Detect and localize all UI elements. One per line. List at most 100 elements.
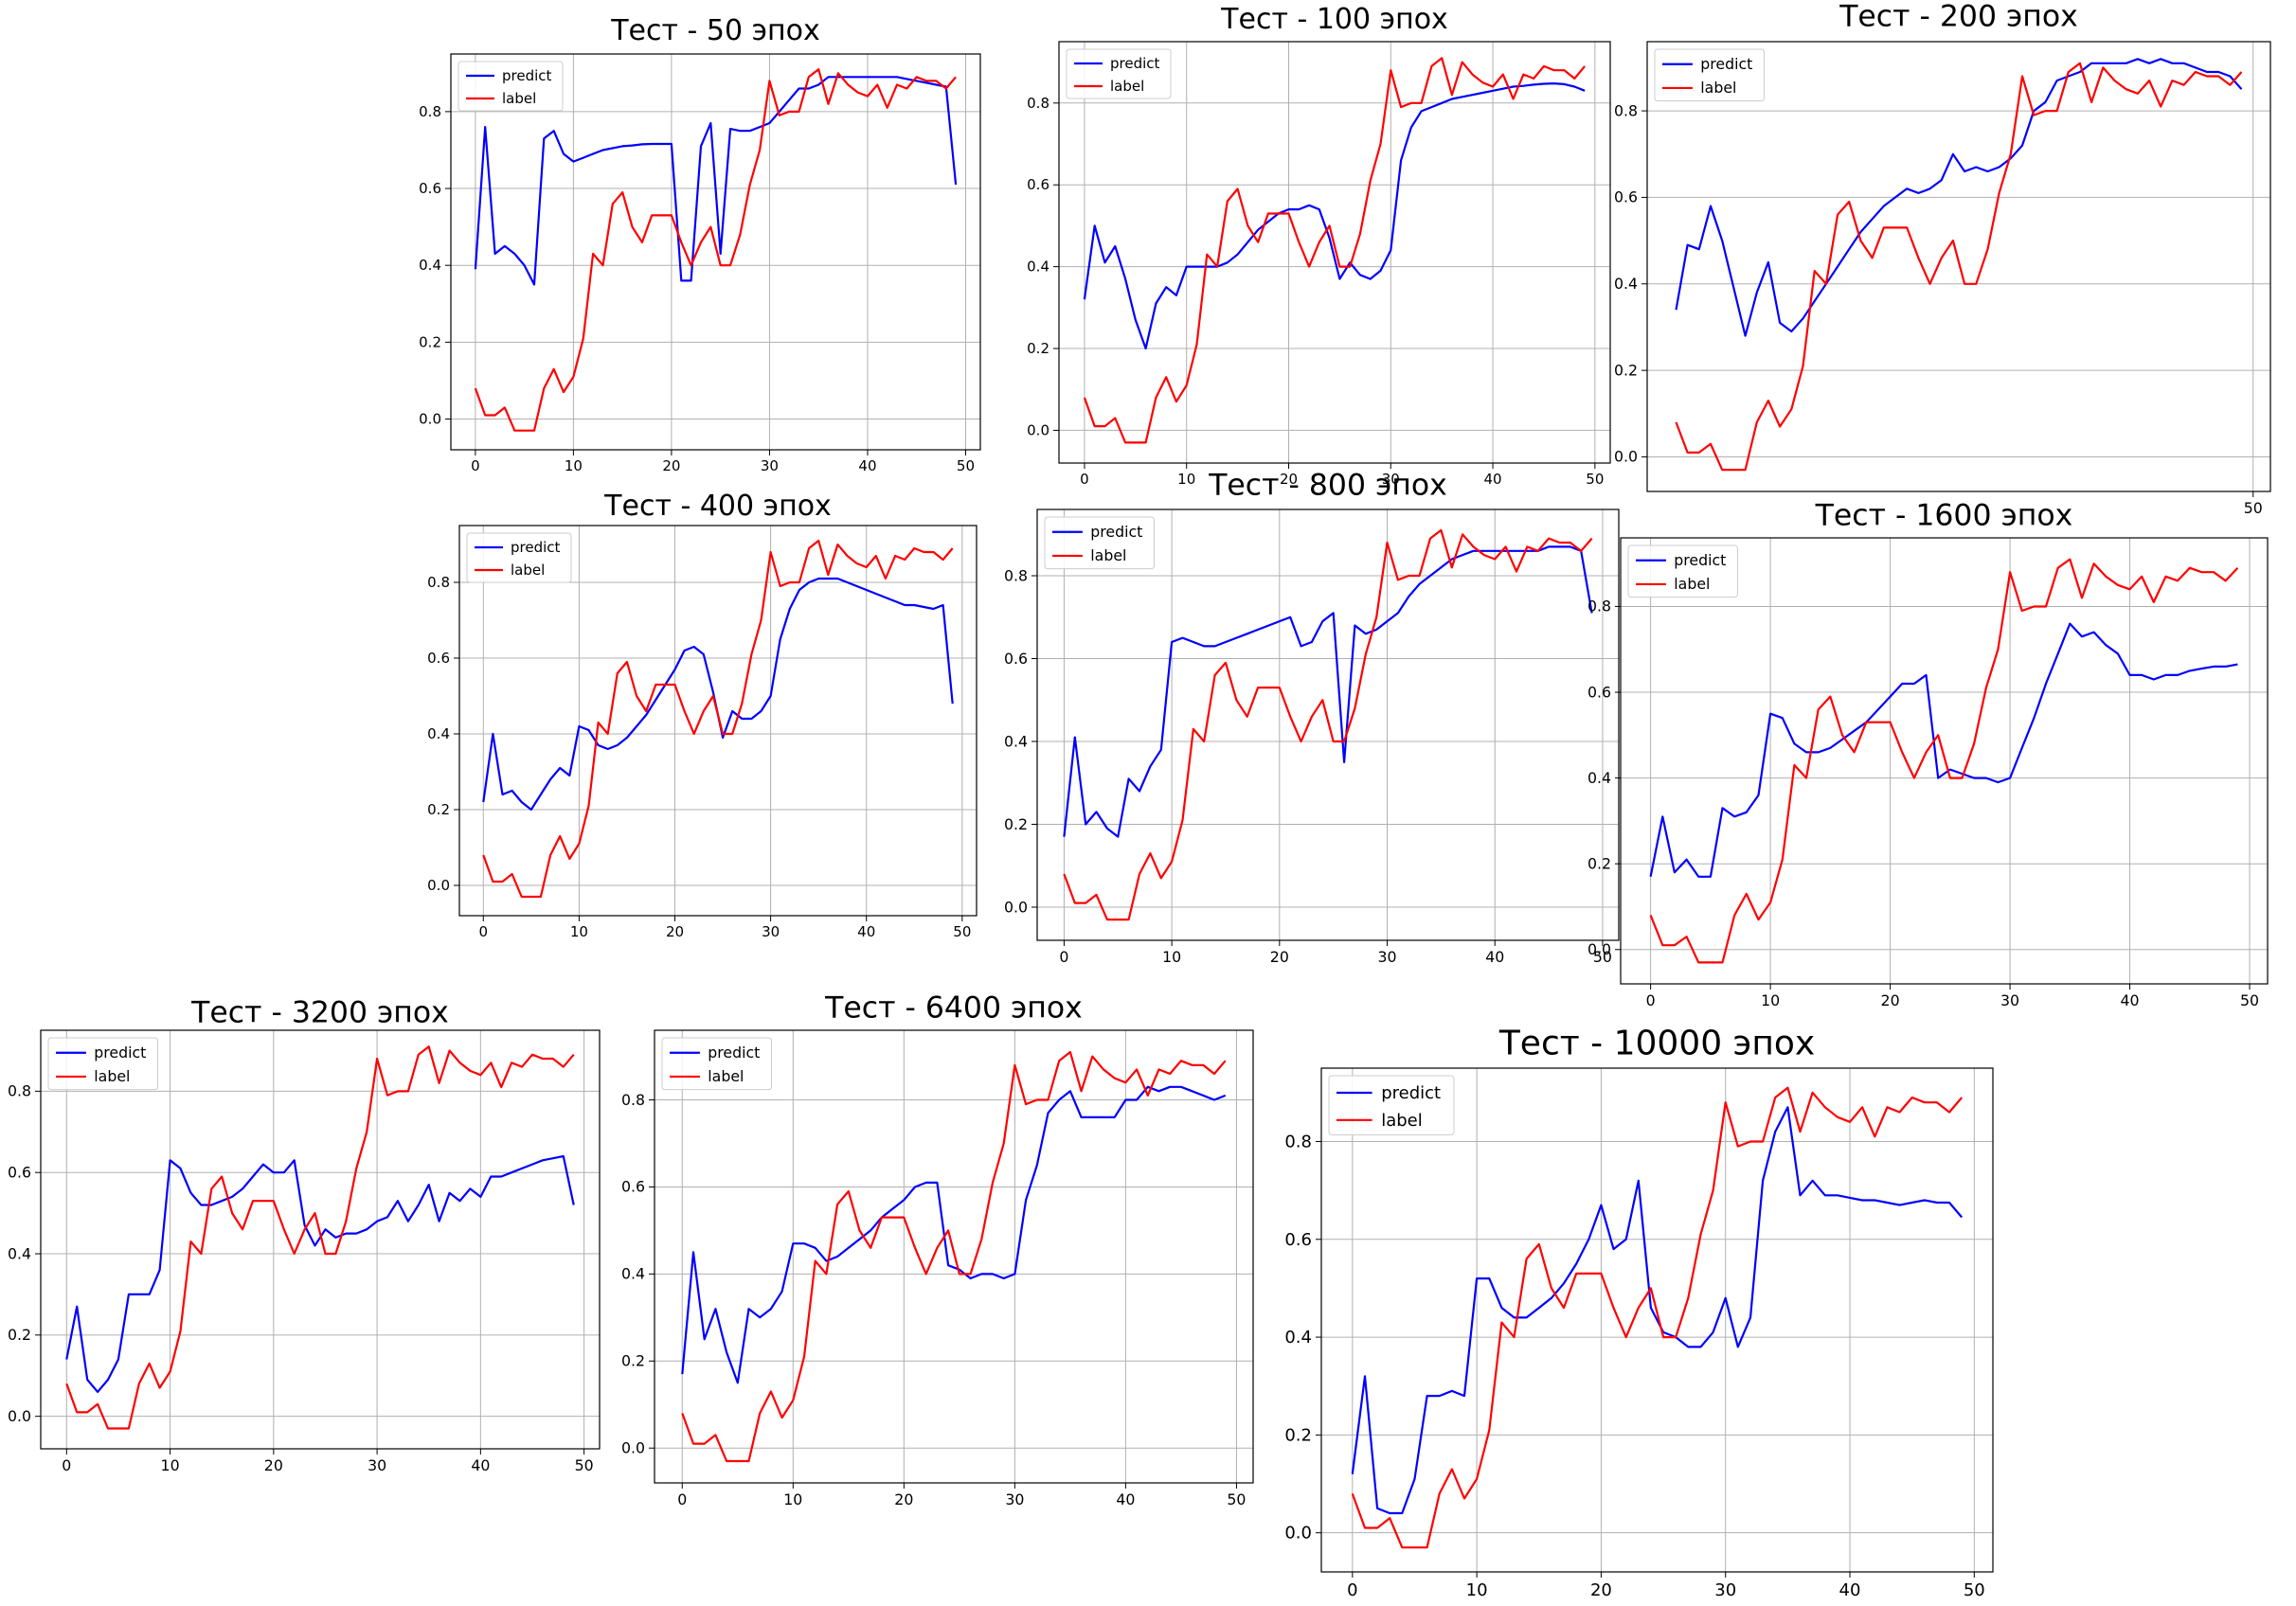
x-tick-label: 20 (1881, 991, 1900, 1009)
y-tick-label: 0.8 (1027, 95, 1049, 112)
y-tick-label: 0.8 (8, 1082, 31, 1100)
axes-frame (458, 525, 978, 917)
y-tick-label: 0.0 (427, 877, 450, 894)
legend-label: predict (1110, 55, 1160, 72)
axes-frame (1036, 509, 1620, 941)
x-tick-label: 0 (62, 1456, 71, 1474)
plot-area (451, 54, 980, 450)
y-tick-label: 0.4 (419, 257, 441, 274)
x-tick-label: 50 (1586, 471, 1604, 488)
x-tick-label: 20 (264, 1456, 283, 1474)
y-tick-label: 0.2 (427, 801, 450, 818)
x-tick-label: 50 (1593, 948, 1612, 966)
series-line-predict (1351, 1106, 1964, 1515)
axes-frame (1646, 41, 2271, 492)
y-tick-label: 0.0 (1587, 940, 1611, 958)
x-tick-label: 30 (1714, 1580, 1736, 1600)
x-tick-label: 30 (2000, 991, 2019, 1009)
x-tick-label: 10 (1177, 471, 1195, 488)
legend-label: label (511, 562, 545, 579)
y-tick-label: 0.2 (1004, 815, 1028, 833)
x-tick-label: 0 (1059, 948, 1068, 966)
series-line-predict (1063, 545, 1593, 838)
chart-panel: 0 10 20 30 40 50 0.0 0.2 0.4 0.6 0.8 predict label Те… (1284, 1025, 1994, 1600)
x-tick-label: 10 (565, 457, 583, 474)
x-tick-label: 10 (570, 923, 588, 940)
series-line-label (1675, 62, 2243, 472)
plot-area (459, 526, 977, 916)
y-tick-label: 0.8 (419, 103, 441, 120)
axes-frame (40, 1029, 601, 1450)
legend-label: predict (502, 67, 552, 84)
x-tick-label: 20 (1590, 1580, 1612, 1600)
legend-label: predict (1090, 523, 1142, 541)
x-tick-label: 30 (762, 923, 780, 940)
x-tick-label: 10 (783, 1490, 802, 1508)
x-tick-label: 40 (1839, 1580, 1861, 1600)
chart-title: Тест - 1600 эпох (1815, 498, 2073, 532)
legend-label: predict (1381, 1083, 1441, 1103)
x-tick-label: 30 (1382, 471, 1400, 488)
y-tick-label: 0.0 (1027, 421, 1049, 438)
x-tick-label: 50 (2244, 499, 2263, 517)
x-tick-label: 50 (1227, 1490, 1246, 1508)
x-tick-label: 10 (1761, 991, 1780, 1009)
y-tick-label: 0.4 (1284, 1328, 1312, 1347)
chart-title: Тест - 800 эпох (1208, 468, 1447, 502)
chart-panel: 0 10 20 30 40 50 0.0 0.2 0.4 0.6 0.8 predict label Те… (427, 490, 978, 940)
axes-frame (1058, 41, 1611, 464)
legend-label: label (1674, 575, 1710, 593)
x-tick-label: 40 (2121, 991, 2140, 1009)
x-tick-label: 20 (894, 1490, 913, 1508)
x-tick-label: 30 (1005, 1490, 1024, 1508)
x-tick-label: 50 (575, 1456, 594, 1474)
y-tick-label: 0.4 (427, 725, 450, 742)
legend-label: predict (1700, 55, 1752, 73)
legend-label: label (1090, 546, 1126, 564)
series-line-predict (474, 76, 958, 286)
legend-label: label (1700, 79, 1736, 97)
y-tick-label: 0.4 (1587, 769, 1611, 787)
legend-label: label (708, 1067, 744, 1085)
plot-area (41, 1030, 600, 1449)
legend-label: label (502, 90, 536, 107)
axes-frame (450, 53, 981, 451)
y-tick-label: 0.6 (8, 1163, 31, 1181)
chart-title: Тест - 10000 эпох (1498, 1025, 1815, 1063)
y-tick-label: 0.8 (1004, 566, 1028, 584)
series-line-label (1083, 57, 1586, 444)
x-tick-label: 0 (479, 923, 489, 940)
y-tick-label: 0.6 (1284, 1230, 1312, 1250)
series-line-label (1063, 528, 1593, 921)
plot-area (655, 1030, 1253, 1483)
legend-label: predict (511, 539, 561, 556)
y-tick-label: 0.0 (621, 1438, 645, 1456)
y-tick-label: 0.2 (1027, 340, 1049, 357)
chart-title: Тест - 50 эпох (610, 14, 820, 47)
y-tick-label: 0.0 (419, 411, 441, 428)
y-tick-label: 0.8 (427, 574, 450, 591)
x-tick-label: 50 (2240, 991, 2259, 1009)
y-tick-label: 0.4 (8, 1244, 31, 1262)
chart-panel: 0 10 20 30 40 50 0.0 0.2 0.4 0.6 0.8 predict label Те… (621, 990, 1254, 1508)
chart-panel: 0 10 20 30 40 50 0.0 0.2 0.4 0.6 0.8 predict label Те… (419, 14, 981, 474)
y-tick-label: 0.2 (1284, 1425, 1312, 1445)
x-tick-label: 10 (161, 1456, 180, 1474)
y-tick-label: 0.6 (419, 180, 441, 197)
series-line-label (65, 1045, 575, 1430)
y-tick-label: 0.0 (1284, 1524, 1312, 1544)
x-tick-label: 40 (471, 1456, 490, 1474)
y-tick-label: 0.4 (1027, 259, 1049, 276)
chart-panel: 50 0.0 0.2 0.4 0.6 0.8 predict label Тест - 200 … (1614, 0, 2271, 517)
y-tick-label: 0.4 (1004, 732, 1028, 750)
chart-panel: 0 10 20 30 40 50 0.0 0.2 0.4 0.6 0.8 predict label Те… (1027, 3, 1611, 488)
x-tick-label: 0 (471, 457, 480, 474)
x-tick-label: 10 (1466, 1580, 1488, 1600)
plot-area (1059, 42, 1610, 463)
series-line-label (1351, 1086, 1964, 1549)
series-line-label (681, 1050, 1227, 1463)
y-tick-label: 0.6 (427, 650, 450, 667)
series-line-predict (681, 1085, 1227, 1384)
x-tick-label: 20 (1280, 471, 1298, 488)
